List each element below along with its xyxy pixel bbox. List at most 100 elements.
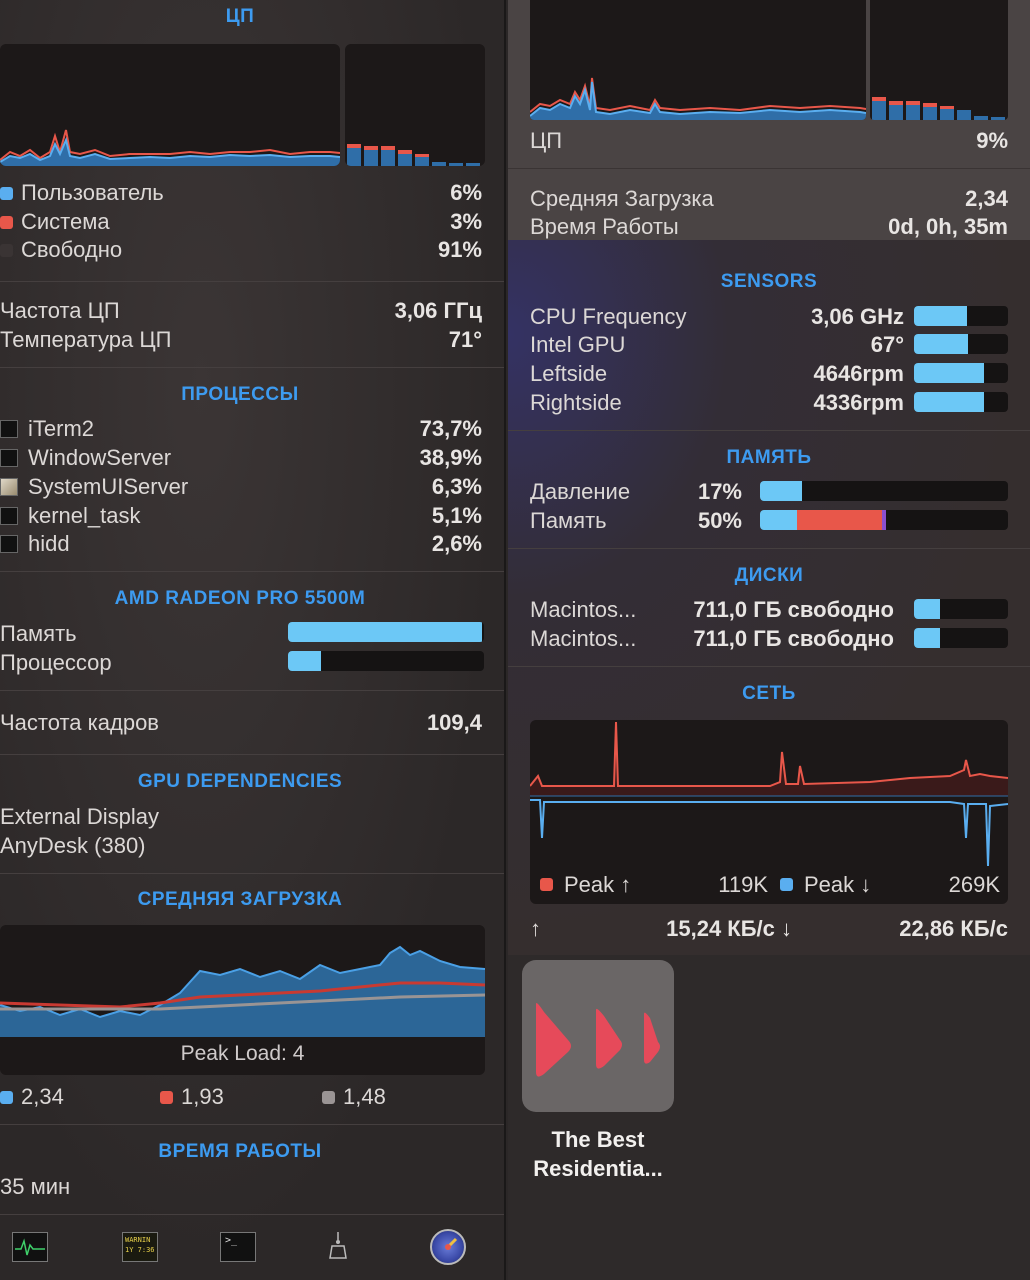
divider [508, 666, 1030, 667]
memory-app-segment [760, 510, 798, 530]
sensor-bar-fill [914, 334, 968, 354]
upload-speed-value: 15,24 КБ/с ↓ [666, 916, 792, 941]
cpu-user-value: 6% [450, 180, 482, 205]
peak-up-value: 119K [718, 872, 768, 897]
memory-compressed-segment [881, 510, 887, 530]
disk-name: Macintos... [530, 626, 637, 651]
disk-usage-bar [914, 599, 1008, 619]
disk-usage-bar-fill [914, 628, 941, 648]
istat-menus-icon[interactable] [430, 1229, 466, 1265]
divider [0, 367, 504, 368]
memory-usage-label: Память [530, 508, 607, 533]
cpu-cores-graph [345, 44, 485, 166]
istat-menus-right-panel: ЦП 9% Средняя Загрузка 2,34 Время Работы… [508, 0, 1030, 955]
load-15min-swatch [322, 1091, 335, 1104]
process-name: kernel_task [28, 503, 141, 528]
sensor-value: 3,06 GHz [811, 304, 904, 329]
load-legend-1min: 2,34 [0, 1082, 64, 1111]
process-name: iTerm2 [28, 416, 95, 441]
right-load-label: Средняя Загрузка [530, 186, 714, 211]
right-uptime-value: 0d, 0h, 35m [888, 214, 1008, 239]
peak-down-swatch [780, 878, 793, 891]
system-information-icon[interactable] [320, 1228, 356, 1264]
peak-up-label: Peak ↑ [564, 872, 632, 897]
process-row[interactable]: iTerm2 [0, 414, 94, 443]
right-uptime-label: Время Работы [530, 214, 679, 239]
right-load-value: 2,34 [965, 186, 1008, 211]
sensor-label: Rightside [530, 390, 622, 415]
sensor-label: CPU Frequency [530, 304, 687, 329]
terminal-prompt-glyph: >_ [225, 1235, 238, 1246]
process-value: 73,7% [419, 416, 482, 441]
load-1min-value: 2,34 [21, 1084, 64, 1109]
cpu-system-label: Система [21, 209, 110, 234]
systemui-icon [0, 478, 18, 496]
network-peak-legend: Peak ↑ 119K Peak ↓ 269K [540, 870, 1000, 900]
divider [0, 571, 504, 572]
peak-down-value: 269K [948, 872, 1000, 897]
load-average-title: СРЕДНЯЯ ЗАГРУЗКА [137, 889, 343, 910]
console-warning-text-1: WARNIN [125, 1236, 151, 1244]
peak-down-label: Peak ↓ [804, 872, 872, 897]
peak-load-label: Peak Load: 4 [180, 1042, 305, 1065]
cpu-user-row: Пользователь [0, 178, 164, 207]
gpu-memory-bar [288, 622, 484, 642]
sensor-bar [914, 392, 1008, 412]
sensors-section-title: SENSORS [720, 271, 818, 292]
terminal-icon [0, 535, 18, 553]
divider [508, 168, 1030, 169]
activity-monitor-icon[interactable] [12, 1232, 48, 1262]
load-legend-5min: 1,93 [160, 1082, 224, 1111]
network-history-graph: Peak ↑ 119K Peak ↓ 269K [530, 720, 1008, 904]
disk-name: Macintos... [530, 597, 637, 622]
desktop-file-label[interactable]: The Best Residentia... [508, 1125, 688, 1183]
network-section-title: СЕТЬ [742, 683, 796, 704]
sensor-bar-fill [914, 363, 984, 383]
fast-forward-icon [536, 1003, 660, 1077]
divider [508, 430, 1030, 431]
terminal-app-icon[interactable]: >_ [220, 1232, 256, 1262]
process-value: 5,1% [431, 503, 482, 528]
load-average-graph: Peak Load: 4 [0, 925, 485, 1075]
gpu-section-title: AMD RADEON PRO 5500M [114, 588, 366, 609]
load-5min-value: 1,93 [181, 1084, 224, 1109]
memory-section-title: ПАМЯТЬ [726, 447, 812, 468]
divider [0, 690, 504, 691]
right-cpu-value: 9% [976, 128, 1008, 153]
sensor-bar-fill [914, 306, 967, 326]
cpu-temperature-label: Температура ЦП [0, 327, 172, 352]
divider [0, 1214, 504, 1215]
sensor-bar [914, 363, 1008, 383]
process-row[interactable]: kernel_task [0, 501, 141, 530]
process-value: 6,3% [431, 474, 482, 499]
uptime-section-title: ВРЕМЯ РАБОТЫ [158, 1141, 322, 1162]
desktop-file-label-line2: Residentia... [533, 1156, 663, 1181]
fps-label: Частота кадров [0, 710, 159, 735]
sensor-value: 67° [870, 332, 904, 357]
processes-section-title: ПРОЦЕССЫ [181, 384, 299, 405]
right-cpu-label: ЦП [530, 128, 563, 153]
memory-pressure-label: Давление [530, 479, 631, 504]
gpu-dependency-item: External Display [0, 804, 159, 829]
disk-free: 711,0 ГБ свободно [693, 626, 894, 651]
load-1min-swatch [0, 1091, 13, 1104]
sensor-bar-fill [914, 392, 984, 412]
desktop-file-icon[interactable] [522, 960, 674, 1112]
sensor-value: 4336rpm [813, 390, 904, 415]
divider [0, 873, 504, 874]
console-icon[interactable]: WARNIN 1Y 7:36 [122, 1232, 158, 1262]
uptime-value: 35 мин [0, 1174, 71, 1199]
cpu-frequency-label: Частота ЦП [0, 298, 120, 323]
desktop-area: The Best Residentia... [508, 955, 1030, 1280]
cpu-system-row: Система [0, 207, 110, 236]
iterm-icon [0, 420, 18, 438]
process-row[interactable]: hidd [0, 529, 70, 558]
gpu-dependency-item: AnyDesk (380) [0, 833, 146, 858]
fps-value: 109,4 [426, 710, 482, 735]
sensor-label: Intel GPU [530, 332, 626, 357]
memory-pressure-bar [760, 481, 1008, 501]
cpu-idle-label: Свободно [21, 237, 123, 262]
disk-usage-bar-fill [914, 599, 941, 619]
process-row[interactable]: SystemUIServer [0, 472, 188, 501]
process-row[interactable]: WindowServer [0, 443, 171, 472]
